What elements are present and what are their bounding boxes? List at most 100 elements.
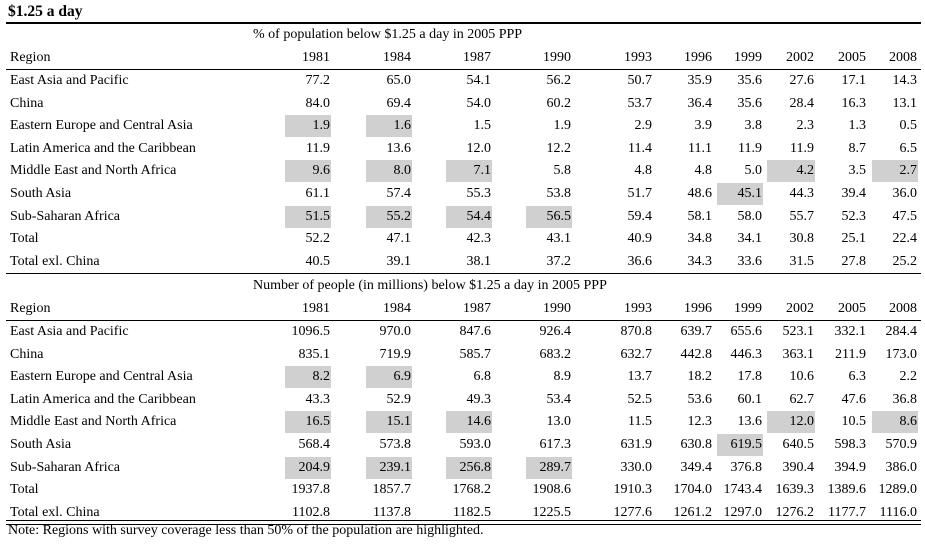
- value-cell: 5.8: [553, 163, 572, 179]
- value-cell: 390.4: [782, 459, 815, 475]
- row-region-label: China: [10, 95, 44, 111]
- value-cell: 5.0: [744, 163, 763, 179]
- header-row: Region 1981 1984 1987 1990 1993 1996 1999 2002 20…: [0, 298, 925, 320]
- value-cell: 17.8: [737, 369, 763, 385]
- panel-caption: % of population below $1.25 a day in 200…: [253, 27, 523, 42]
- row-region-label: South Asia: [10, 186, 72, 201]
- value-cell: 4.8: [694, 163, 713, 179]
- value-cell: 54.1: [466, 73, 492, 88]
- header-year-1996: 1996: [684, 301, 712, 316]
- row-region-label: Total exl. China: [10, 504, 100, 520]
- value-cell: 12.3: [687, 414, 713, 430]
- value-cell: 35.6: [737, 95, 763, 111]
- value-cell: 1261.2: [673, 504, 713, 520]
- header-year-2002: 2002: [786, 301, 814, 316]
- table-row: China 84.0 69.4 54.0 60.2 53.7 36.4 35.6 28.4 16.…: [0, 93, 925, 115]
- value-cell: 2.9: [634, 118, 653, 134]
- header-rule: [6, 320, 921, 321]
- table-row: Eastern Europe and Central Asia 8.2 6.9 6.8…: [0, 366, 925, 389]
- value-cell: 0.5: [899, 118, 918, 134]
- value-cell: 386.0: [885, 459, 918, 475]
- value-cell: 61.1: [305, 186, 331, 201]
- highlighted-cell: 6.9: [366, 366, 412, 389]
- value-cell: 173.0: [885, 346, 918, 362]
- value-cell: 39.4: [841, 186, 867, 201]
- header-year-1984: 1984: [383, 301, 411, 316]
- value-cell: 3.5: [848, 163, 867, 179]
- value-cell: 1.3: [848, 118, 867, 134]
- header-rule: [6, 69, 921, 70]
- value-cell: 11.9: [790, 140, 814, 156]
- value-cell: 13.1: [892, 95, 918, 111]
- table-row: Middle East and North Africa 9.6 8.0 7.1 5.8…: [0, 160, 925, 183]
- value-cell: 34.1: [737, 231, 763, 247]
- highlighted-cell: 9.6: [285, 160, 331, 183]
- value-cell: 51.7: [627, 186, 653, 201]
- header-year-2005: 2005: [838, 50, 866, 65]
- header-year-1987: 1987: [463, 50, 491, 65]
- value-cell: 11.9: [306, 140, 330, 156]
- header-year-2005: 2005: [838, 301, 866, 316]
- value-cell: 52.5: [627, 391, 653, 407]
- table-row: Total 1937.8 1857.7 1768.2 1908.6 1910.3 1704.…: [0, 479, 925, 501]
- value-cell: 13.6: [737, 414, 763, 430]
- header-year-1984: 1984: [383, 50, 411, 65]
- header-year-1990: 1990: [543, 50, 571, 65]
- value-cell: 719.9: [379, 346, 412, 362]
- value-cell: 1.9: [553, 118, 572, 134]
- value-cell: 43.1: [546, 231, 572, 247]
- value-cell: 926.4: [539, 324, 572, 339]
- value-cell: 1116.0: [879, 504, 917, 520]
- highlighted-cell: 14.6: [446, 411, 492, 434]
- value-cell: 1.5: [473, 118, 492, 134]
- value-cell: 11.4: [628, 140, 652, 156]
- value-cell: 52.3: [841, 208, 867, 224]
- table-row: Middle East and North Africa 16.5 15.1 14.6…: [0, 411, 925, 434]
- value-cell: 60.1: [737, 391, 763, 407]
- value-cell: 48.6: [687, 186, 713, 201]
- header-year-2002: 2002: [786, 50, 814, 65]
- value-cell: 13.6: [386, 140, 412, 156]
- value-cell: 585.7: [459, 346, 492, 362]
- value-cell: 50.7: [627, 73, 653, 88]
- value-cell: 639.7: [680, 324, 713, 339]
- value-cell: 835.1: [298, 346, 331, 362]
- header-year-1981: 1981: [302, 50, 330, 65]
- table-row: Sub-Saharan Africa 51.5 55.2 54.4 56.5 59.4 58…: [0, 205, 925, 228]
- highlighted-cell: 7.1: [446, 160, 492, 183]
- value-cell: 53.4: [546, 391, 572, 407]
- value-cell: 1177.7: [828, 504, 866, 520]
- table-row: Latin America and the Caribbean 43.3 52.9 4…: [0, 389, 925, 411]
- value-cell: 44.3: [789, 186, 815, 201]
- value-cell: 1743.4: [723, 482, 763, 498]
- highlighted-cell: 56.5: [526, 205, 572, 228]
- value-cell: 18.2: [687, 369, 713, 385]
- table-note: Note: Regions with survey coverage less …: [8, 523, 484, 538]
- highlighted-cell: 2.7: [872, 160, 918, 183]
- value-cell: 446.3: [730, 346, 763, 362]
- highlighted-cell: 54.4: [446, 205, 492, 228]
- value-cell: 37.2: [546, 253, 572, 269]
- value-cell: 11.5: [628, 414, 652, 430]
- row-region-label: Latin America and the Caribbean: [10, 140, 196, 156]
- value-cell: 47.6: [841, 391, 867, 407]
- value-cell: 31.5: [789, 253, 815, 269]
- value-cell: 570.9: [885, 437, 918, 452]
- header-year-1981: 1981: [302, 301, 330, 316]
- value-cell: 1908.6: [532, 482, 572, 498]
- value-cell: 35.6: [737, 73, 763, 88]
- value-cell: 27.8: [841, 253, 867, 269]
- value-cell: 22.4: [892, 231, 918, 247]
- header-year-1990: 1990: [543, 301, 571, 316]
- table-bottom-rule: [6, 520, 921, 521]
- value-cell: 1389.6: [827, 482, 867, 498]
- table-row: Total 52.2 47.1 42.3 43.1 40.9 34.8 34.1 30.8 25.…: [0, 228, 925, 250]
- panel-bottom-rule: [6, 524, 921, 525]
- highlighted-cell: 8.0: [366, 160, 412, 183]
- table-row: East Asia and Pacific 77.2 65.0 54.1 56.2 50.…: [0, 70, 925, 92]
- value-cell: 6.3: [848, 369, 867, 385]
- table-row: Latin America and the Caribbean 11.9 13.6 1…: [0, 138, 925, 160]
- value-cell: 69.4: [386, 95, 412, 111]
- value-cell: 284.4: [885, 324, 918, 339]
- header-region: Region: [10, 50, 51, 65]
